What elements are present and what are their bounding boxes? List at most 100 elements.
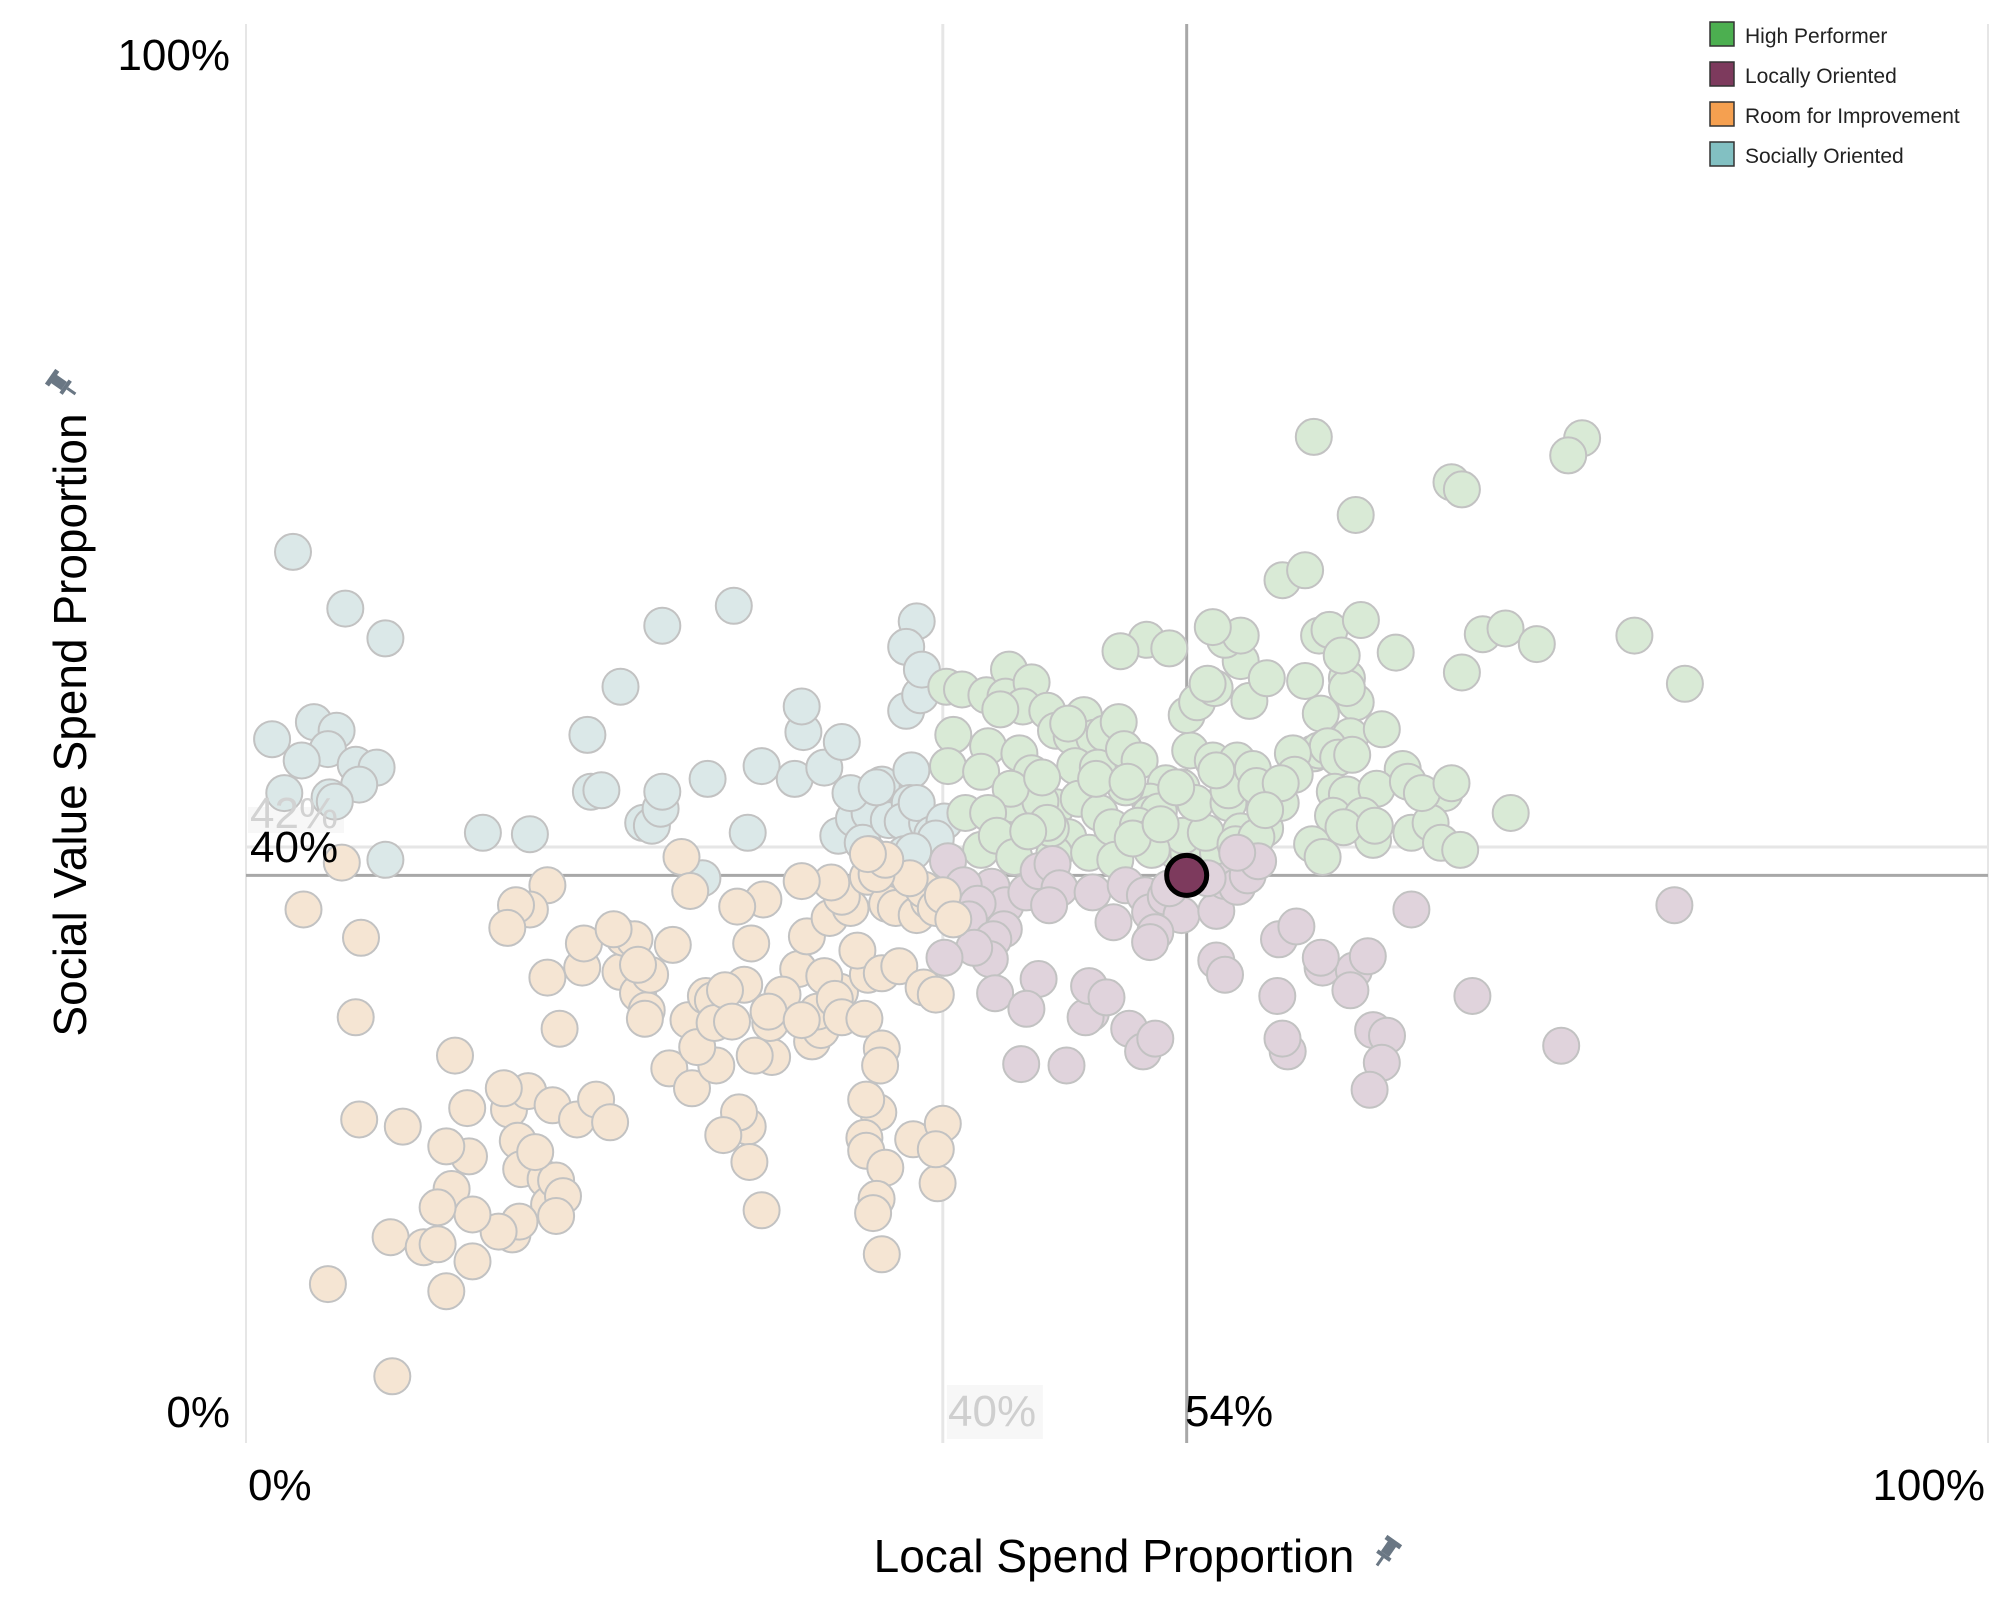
point-socially-oriented: [366, 840, 405, 879]
point-locally-oriented: [1047, 1046, 1086, 1085]
point-locally-oriented: [1030, 886, 1069, 925]
point-room-for-improvement: [704, 1116, 743, 1155]
point-room-for-improvement: [732, 924, 771, 963]
point-locally-oriented: [1136, 1019, 1175, 1058]
point-high-performer: [1615, 616, 1654, 655]
point-room-for-improvement: [340, 1100, 379, 1139]
point-room-for-improvement: [436, 1036, 474, 1075]
point-room-for-improvement: [322, 843, 361, 882]
point-locally-oriented: [1392, 890, 1431, 929]
legend-item-locally-oriented[interactable]: Locally Oriented: [1709, 61, 1897, 88]
y-axis-pin-icon[interactable]: [44, 368, 81, 402]
point-high-performer: [1150, 629, 1189, 668]
point-room-for-improvement: [866, 1148, 905, 1187]
point-locally-oriented: [1131, 923, 1170, 962]
point-locally-oriented: [1263, 1019, 1302, 1058]
x-axis-pin-icon[interactable]: [1370, 1534, 1403, 1571]
point-room-for-improvement: [848, 835, 887, 874]
point-locally-oriented: [1094, 903, 1133, 942]
point-high-performer: [1442, 470, 1481, 509]
point-high-performer: [1486, 609, 1525, 648]
point-high-performer: [1355, 806, 1394, 845]
point-socially-oriented: [857, 768, 896, 807]
point-locally-oriented: [1655, 886, 1694, 925]
point-locally-oriented: [1348, 937, 1387, 976]
legend-label-socially-oriented: Socially Oriented: [1745, 145, 1904, 168]
legend-label-room-for-improvement: Room for Improvement: [1745, 105, 1960, 128]
y-tick-min-label: 0%: [166, 1388, 230, 1437]
point-socially-oriented: [265, 774, 304, 813]
point-high-performer: [962, 752, 1001, 791]
point-room-for-improvement: [782, 1001, 821, 1040]
point-socially-oriented: [315, 782, 354, 821]
point-room-for-improvement: [653, 925, 692, 964]
point-socially-oriented: [822, 723, 861, 761]
x-axis-title: Local Spend Proportion: [874, 1530, 1355, 1582]
point-high-performer: [1491, 794, 1530, 832]
point-room-for-improvement: [383, 1107, 422, 1146]
point-high-performer: [1333, 735, 1372, 774]
point-socially-oriented: [568, 715, 607, 754]
point-locally-oriented: [976, 974, 1015, 1013]
point-high-performer: [1441, 830, 1480, 869]
point-room-for-improvement: [540, 1009, 579, 1048]
point-high-performer: [1665, 664, 1704, 703]
point-high-performer: [1432, 764, 1471, 803]
point-room-for-improvement: [528, 958, 567, 997]
point-room-for-improvement: [862, 1235, 901, 1274]
point-room-for-improvement: [427, 1127, 466, 1166]
legend-item-high-performer[interactable]: High Performer: [1709, 21, 1887, 48]
legend-swatch-room-for-improvement: [1709, 101, 1735, 127]
point-high-performer: [929, 747, 967, 786]
point-locally-oriented: [1073, 873, 1112, 912]
point-high-performer: [1197, 751, 1236, 790]
data-points: [253, 417, 1704, 1396]
point-high-performer: [1246, 791, 1285, 830]
point-high-performer: [1023, 758, 1062, 797]
point-room-for-improvement: [918, 1164, 957, 1203]
point-room-for-improvement: [427, 1272, 466, 1311]
point-room-for-improvement: [916, 1130, 955, 1169]
point-room-for-improvement: [662, 838, 701, 876]
point-room-for-improvement: [671, 872, 710, 910]
point-room-for-improvement: [742, 1191, 781, 1230]
point-room-for-improvement: [706, 971, 744, 1010]
point-high-performer: [1327, 669, 1366, 708]
point-socially-oriented: [463, 813, 502, 852]
point-socially-oriented: [643, 772, 682, 811]
point-high-performer: [1188, 664, 1227, 703]
point-room-for-improvement: [847, 1080, 886, 1119]
legend-item-socially-oriented[interactable]: Socially Oriented: [1709, 141, 1904, 168]
point-room-for-improvement: [336, 998, 375, 1037]
point-socially-oriented: [643, 606, 682, 645]
legend-swatch-high-performer: [1709, 21, 1735, 47]
point-high-performer: [1141, 805, 1180, 844]
point-room-for-improvement: [373, 1357, 412, 1396]
point-socially-oriented: [366, 619, 405, 658]
point-locally-oriented: [1453, 977, 1492, 1015]
point-room-for-improvement: [861, 1046, 900, 1085]
point-locally-oriented: [1002, 1045, 1041, 1084]
point-high-performer: [1286, 551, 1325, 590]
point-high-performer: [1049, 704, 1088, 743]
point-high-performer: [1517, 625, 1556, 664]
point-high-performer: [1442, 653, 1481, 692]
legend-item-room-for-improvement[interactable]: Room for Improvement: [1709, 101, 1960, 128]
x-selected-label: 54%: [1185, 1387, 1273, 1436]
point-high-performer: [1294, 417, 1333, 456]
point-locally-oriented: [1007, 989, 1046, 1028]
point-socially-oriented: [253, 720, 292, 759]
x-benchmark-label-bg: [946, 1385, 1043, 1439]
highlighted-point: [1164, 852, 1210, 898]
point-room-for-improvement: [854, 1194, 893, 1233]
y-selected-label: 40%: [250, 823, 338, 872]
legend: High Performer Locally Oriented Room for…: [1709, 21, 1960, 168]
point-room-for-improvement: [625, 999, 664, 1038]
point-locally-oriented: [1331, 971, 1370, 1010]
point-locally-oriented: [1087, 978, 1126, 1017]
point-room-for-improvement: [537, 1197, 576, 1235]
point-room-for-improvement: [916, 975, 955, 1014]
point-room-for-improvement: [284, 890, 323, 929]
point-high-performer: [981, 690, 1020, 729]
